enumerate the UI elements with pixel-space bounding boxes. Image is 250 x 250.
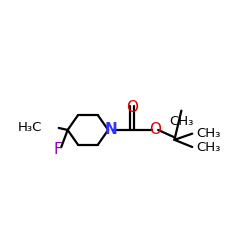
Text: O: O <box>126 100 138 115</box>
Text: F: F <box>54 142 62 157</box>
Text: N: N <box>104 122 117 138</box>
Text: CH₃: CH₃ <box>169 115 194 128</box>
Text: CH₃: CH₃ <box>197 141 221 154</box>
Text: CH₃: CH₃ <box>197 127 221 140</box>
Text: H₃C: H₃C <box>18 122 42 134</box>
Text: O: O <box>149 122 161 138</box>
